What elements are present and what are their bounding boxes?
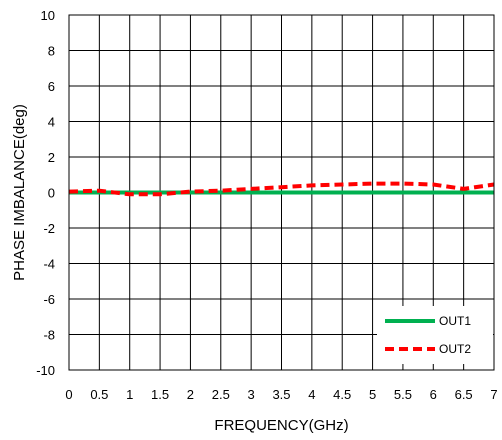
x-tick-label: 6.5 bbox=[455, 387, 473, 402]
y-tick-labels: 10 8 6 4 2 0 -2 -4 -6 -8 -10 bbox=[36, 8, 55, 378]
x-tick-labels: 0 0.5 1 1.5 2 2.5 3 3.5 4 4.5 5 5.5 6 6.5 7 bbox=[65, 387, 497, 402]
y-tick-label: -8 bbox=[43, 328, 55, 343]
y-tick-label: 6 bbox=[48, 79, 55, 94]
y-tick-label: 4 bbox=[48, 115, 55, 130]
legend-box bbox=[377, 306, 493, 364]
x-tick-label: 4 bbox=[308, 387, 315, 402]
y-tick-label: -10 bbox=[36, 363, 55, 378]
series-line-out2 bbox=[68, 181, 495, 197]
series-lines bbox=[68, 181, 495, 197]
y-tick-label: -2 bbox=[43, 221, 55, 236]
x-tick-label: 4.5 bbox=[333, 387, 351, 402]
x-tick-label: 1.5 bbox=[151, 387, 169, 402]
x-tick-label: 0.5 bbox=[90, 387, 108, 402]
x-tick-label: 5.5 bbox=[394, 387, 412, 402]
legend-label-out1: OUT1 bbox=[439, 314, 471, 328]
x-tick-label: 2 bbox=[187, 387, 194, 402]
y-tick-label: -6 bbox=[43, 292, 55, 307]
legend-label-out2: OUT2 bbox=[439, 342, 471, 356]
x-tick-label: 6 bbox=[430, 387, 437, 402]
x-tick-label: 7 bbox=[490, 387, 497, 402]
x-tick-label: 2.5 bbox=[212, 387, 230, 402]
x-tick-label: 0 bbox=[65, 387, 72, 402]
x-tick-label: 5 bbox=[369, 387, 376, 402]
plot-frame bbox=[68, 14, 495, 371]
x-axis-title: FREQUENCY(GHz) bbox=[214, 417, 348, 434]
y-tick-label: 8 bbox=[48, 44, 55, 59]
y-tick-label: 10 bbox=[41, 8, 55, 23]
y-tick-label: -4 bbox=[43, 257, 55, 272]
x-tick-label: 3 bbox=[248, 387, 255, 402]
x-tick-label: 1 bbox=[126, 387, 133, 402]
y-tick-label: 2 bbox=[48, 150, 55, 165]
legend: OUT1 OUT2 bbox=[377, 306, 493, 364]
y-tick-label: 0 bbox=[48, 186, 55, 201]
y-axis-title: PHASE IMBALANCE(deg) bbox=[11, 104, 28, 281]
x-tick-label: 3.5 bbox=[272, 387, 290, 402]
